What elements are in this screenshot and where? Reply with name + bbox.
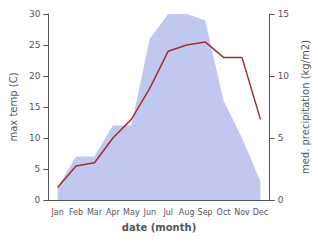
svg-text:25: 25 bbox=[29, 40, 40, 50]
svg-text:Mar: Mar bbox=[87, 208, 103, 217]
svg-text:5: 5 bbox=[35, 164, 41, 174]
svg-text:Jun: Jun bbox=[143, 208, 157, 217]
svg-text:0: 0 bbox=[35, 195, 41, 205]
svg-text:date (month): date (month) bbox=[122, 222, 196, 233]
svg-text:Sep: Sep bbox=[198, 208, 213, 217]
svg-text:30: 30 bbox=[29, 9, 41, 19]
svg-text:Nov: Nov bbox=[234, 208, 250, 217]
svg-text:max temp (C): max temp (C) bbox=[8, 72, 19, 141]
svg-text:Jul: Jul bbox=[162, 208, 173, 217]
svg-text:Feb: Feb bbox=[69, 208, 83, 217]
svg-text:Aug: Aug bbox=[179, 208, 195, 217]
svg-text:Apr: Apr bbox=[106, 208, 121, 217]
svg-text:Oct: Oct bbox=[217, 208, 231, 217]
svg-text:15: 15 bbox=[278, 9, 289, 19]
svg-text:May: May bbox=[123, 208, 140, 217]
svg-text:0: 0 bbox=[278, 195, 284, 205]
svg-text:Dec: Dec bbox=[253, 208, 268, 217]
svg-text:20: 20 bbox=[29, 71, 41, 81]
svg-text:10: 10 bbox=[29, 133, 41, 143]
svg-text:5: 5 bbox=[278, 133, 284, 143]
svg-text:Jan: Jan bbox=[50, 208, 63, 217]
svg-text:15: 15 bbox=[29, 102, 40, 112]
svg-text:med. precipitation (kg/m2): med. precipitation (kg/m2) bbox=[300, 40, 311, 174]
svg-text:10: 10 bbox=[278, 71, 290, 81]
